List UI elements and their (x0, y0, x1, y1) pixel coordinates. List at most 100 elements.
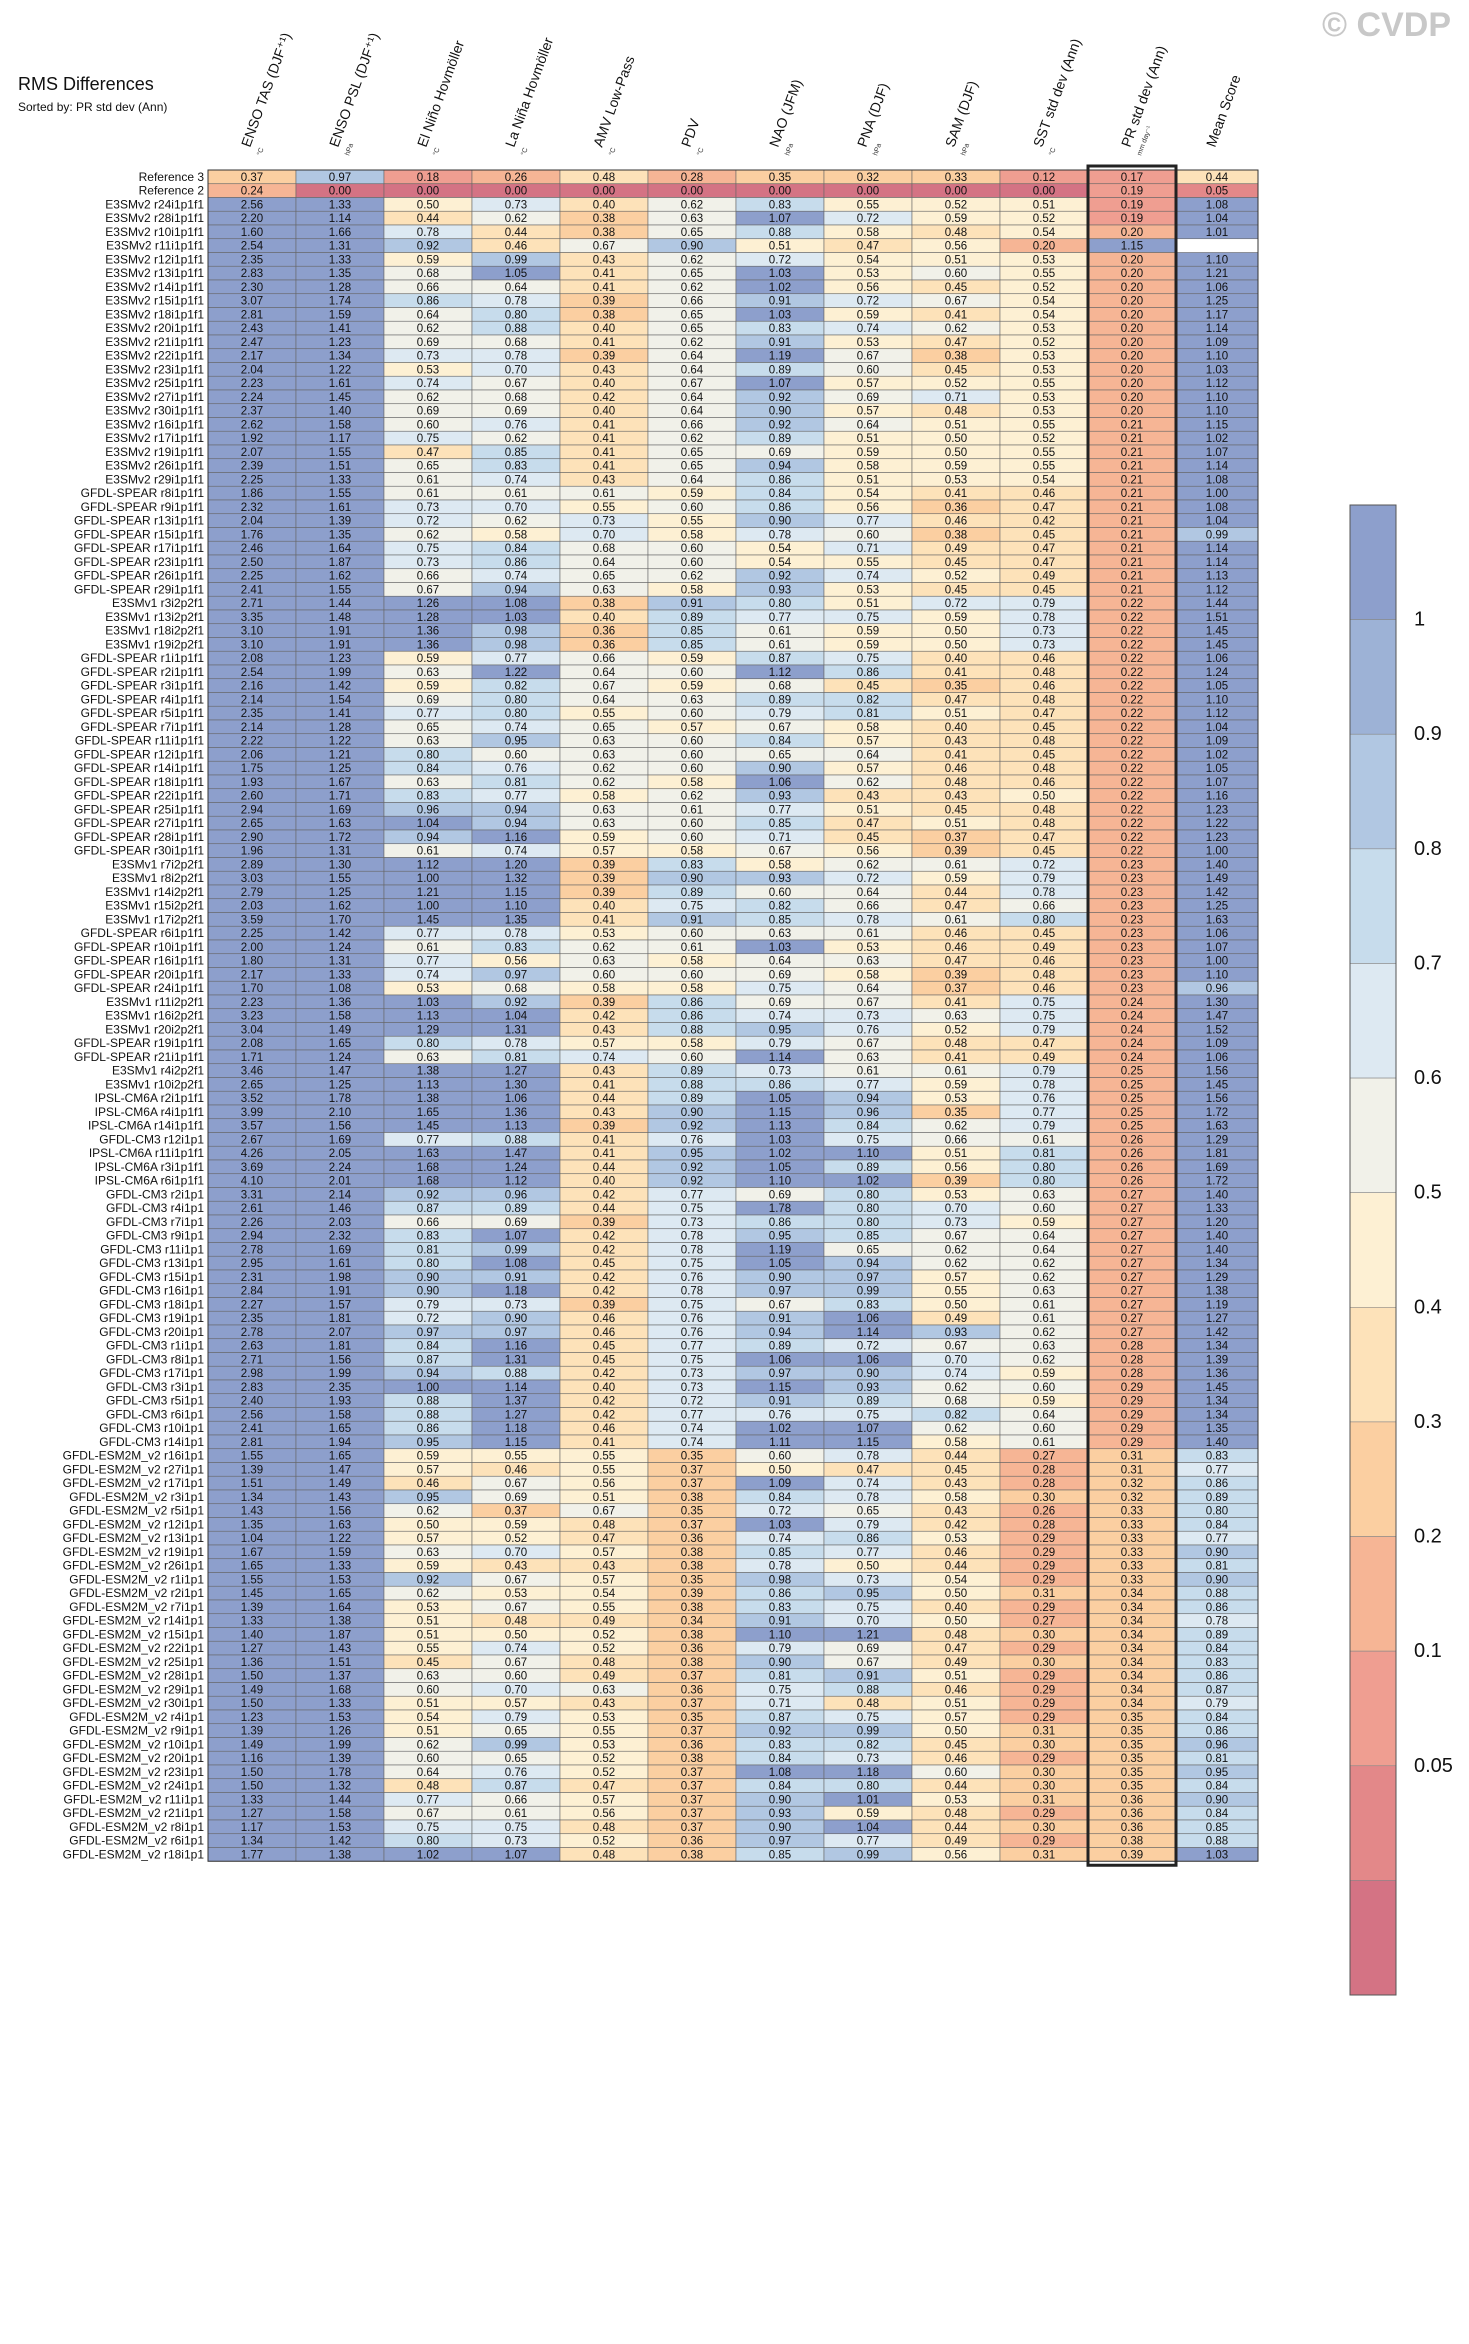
cell-value: 0.90 (769, 1272, 791, 1284)
cell-value: 0.75 (417, 543, 439, 555)
cell-value: 1.65 (329, 1423, 351, 1435)
cell-value: 0.38 (593, 598, 615, 610)
cell-value: 0.40 (945, 722, 967, 734)
cell-value: 0.25 (1121, 1107, 1143, 1119)
cell-value: 1.02 (1206, 433, 1228, 445)
cell-value: 1.26 (329, 1726, 351, 1738)
cell-value: 0.88 (417, 1409, 439, 1421)
cell-value: 1.08 (769, 1767, 791, 1779)
cell-value: 0.61 (1033, 1134, 1055, 1146)
cell-value: 0.80 (417, 1038, 439, 1050)
cell-value: 0.84 (1206, 1519, 1229, 1531)
cell-value: 0.85 (769, 914, 791, 926)
cell-value: 0.20 (1121, 392, 1143, 404)
cell-value: 1.21 (417, 887, 439, 899)
cell-value: 1.23 (241, 1712, 263, 1724)
cell-value: 0.34 (1121, 1588, 1144, 1600)
cell-value: 0.61 (1033, 1299, 1055, 1311)
row-label: GFDL-ESM2M_v2 r14i1p1 (63, 1614, 205, 1628)
cell-value: 0.46 (1033, 488, 1055, 500)
cell-value: 1.19 (1206, 1299, 1228, 1311)
cell-value: 0.47 (1033, 557, 1055, 569)
cell-value: 1.03 (417, 997, 439, 1009)
cell-value: 0.41 (593, 1148, 615, 1160)
cell-value: 1.27 (1206, 1313, 1228, 1325)
cell-value: 0.75 (681, 1203, 703, 1215)
cell-value: 0.57 (857, 378, 879, 390)
colorbar-segment (1349, 1880, 1397, 1996)
cell-value: 0.65 (505, 1753, 527, 1765)
cell-value: 0.78 (681, 1231, 703, 1243)
cell-value: 0.83 (681, 859, 703, 871)
cell-value: 0.21 (1121, 488, 1143, 500)
row-label: GFDL-ESM2M_v2 r11i1p1 (64, 1792, 205, 1806)
cell-value: 0.92 (769, 571, 791, 583)
cell-value: 0.80 (857, 1217, 879, 1229)
cell-value: 1.55 (329, 447, 351, 459)
row-label: E3SMv1 r18i2p2f1 (105, 624, 204, 638)
colorbar-segment (1349, 1650, 1397, 1767)
cell-value: 1.15 (769, 1382, 791, 1394)
cell-value: 0.67 (593, 1506, 615, 1518)
cell-value: 1.25 (329, 887, 351, 899)
cell-value: 0.58 (681, 956, 703, 968)
colorbar-segment (1349, 619, 1397, 735)
cell-value: 0.42 (593, 1231, 615, 1243)
cell-value: 0.42 (1033, 516, 1055, 528)
cell-value: 0.73 (681, 1382, 703, 1394)
cell-value: 1.92 (241, 433, 263, 445)
cell-value: 0.36 (593, 639, 615, 651)
cell-value: 0.43 (593, 474, 615, 486)
cell-value: 0.53 (857, 584, 879, 596)
cell-value: 0.73 (857, 1011, 879, 1023)
cell-value: 0.61 (857, 1066, 879, 1078)
cell-value: 0.61 (417, 942, 439, 954)
colorbar-segment (1349, 1536, 1397, 1652)
cell-value: 2.24 (329, 1162, 352, 1174)
cell-value: 0.99 (857, 1849, 879, 1861)
cell-value: 0.60 (681, 543, 703, 555)
row-label: E3SMv2 r22i1p1f1 (105, 349, 204, 363)
cell-value: 0.58 (769, 859, 791, 871)
cell-value: 1.61 (329, 378, 351, 390)
cell-value: 0.51 (769, 241, 791, 253)
cell-value: 0.52 (593, 1643, 615, 1655)
cell-value: 1.56 (1206, 1093, 1228, 1105)
cell-value: 0.89 (769, 694, 791, 706)
colorbar-tick-label: 0.05 (1414, 1755, 1453, 1777)
cell-value: 0.52 (593, 1629, 615, 1641)
colorbar-tick-label: 0.2 (1414, 1526, 1442, 1548)
cell-value: 1.57 (329, 1299, 351, 1311)
cell-value: 0.86 (417, 296, 439, 308)
cell-value: 1.10 (1206, 969, 1228, 981)
cell-value: 1.06 (769, 777, 791, 789)
cell-value: 1.52 (1206, 1024, 1228, 1036)
cell-value: 0.67 (593, 681, 615, 693)
cell-value: 1.56 (329, 1121, 351, 1133)
cell-value: 1.25 (1206, 901, 1228, 913)
cell-value: 2.67 (241, 1134, 263, 1146)
cell-value: 1.06 (1206, 1052, 1228, 1064)
cell-value: 2.61 (241, 1203, 263, 1215)
cell-value: 0.53 (1033, 323, 1055, 335)
cell-value: 0.29 (1033, 1684, 1055, 1696)
cell-value: 0.58 (593, 791, 615, 803)
cell-value: 0.29 (1033, 1574, 1055, 1586)
cell-value: 1.03 (769, 309, 791, 321)
cell-value: 2.35 (241, 708, 263, 720)
cell-value: 0.74 (505, 474, 528, 486)
cell-value: 1.08 (1206, 199, 1228, 211)
cell-value: 0.93 (769, 873, 791, 885)
cell-value: 0.77 (1206, 1533, 1228, 1545)
cell-value: 2.04 (241, 516, 264, 528)
cell-value: 1.14 (769, 1052, 792, 1064)
cell-value: 0.62 (505, 213, 527, 225)
cell-value: 0.46 (945, 1684, 967, 1696)
cell-value: 0.44 (593, 1203, 616, 1215)
cell-value: 1.93 (241, 777, 263, 789)
row-label: GFDL-SPEAR r1i1p1f1 (81, 651, 205, 665)
cell-value: 0.74 (681, 1437, 704, 1449)
cell-value: 0.90 (1206, 1794, 1228, 1806)
cell-value: 0.78 (1033, 887, 1055, 899)
row-label: Reference 2 (139, 184, 205, 198)
